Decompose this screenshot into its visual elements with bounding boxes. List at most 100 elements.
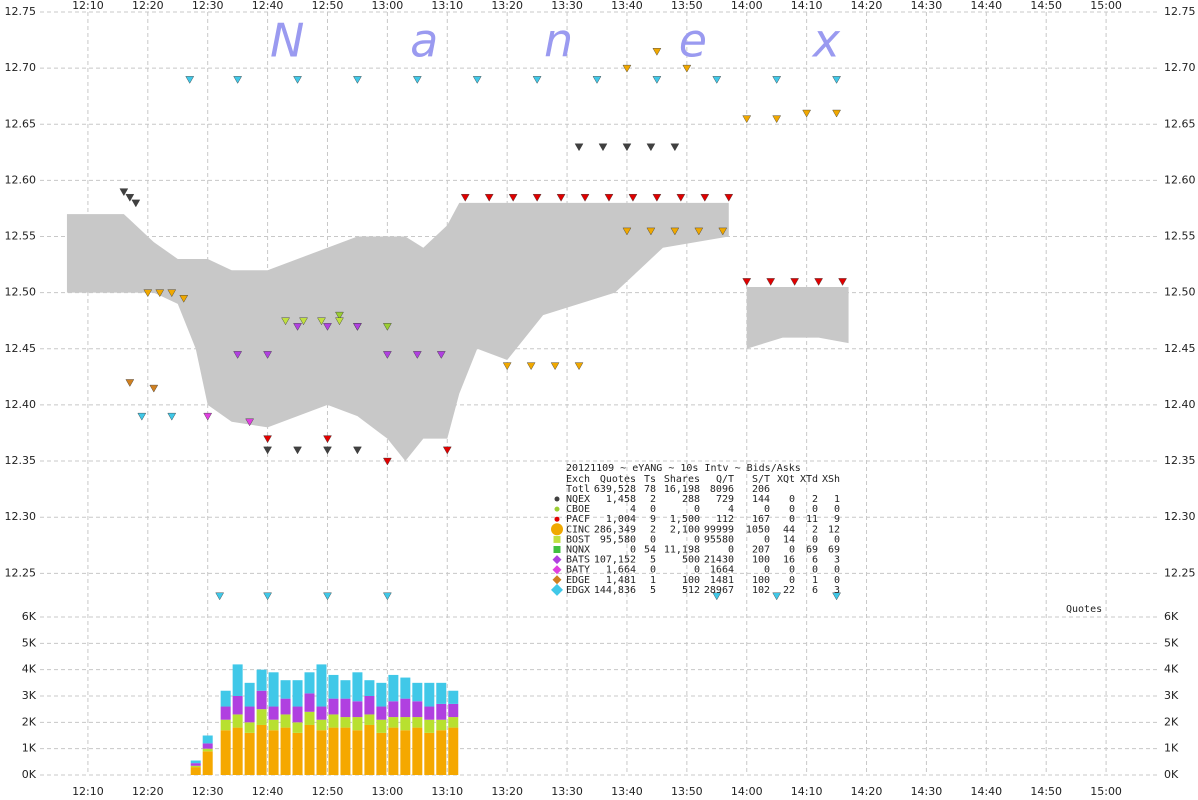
stats-marker: [554, 506, 560, 512]
stats-marker: [551, 583, 563, 596]
quote-marker: [646, 143, 656, 152]
quote-marker: [263, 435, 272, 444]
quote-marker: [383, 457, 392, 466]
volume-bar: [412, 727, 423, 775]
volume-bar: [202, 748, 213, 752]
stats-marker: [553, 535, 561, 543]
volume-bar: [304, 711, 315, 725]
quote-marker: [155, 289, 165, 298]
y-tick-label-right: 12.45: [1164, 342, 1196, 355]
volume-bar: [244, 732, 255, 775]
quote-marker: [802, 109, 811, 118]
volume-bar: [364, 696, 375, 715]
volume-bar: [280, 727, 291, 775]
volume-bar: [340, 727, 351, 775]
stats-header-cell: Q/T: [716, 474, 734, 485]
quote-marker: [652, 194, 662, 202]
x-tick-label-bottom: 13:20: [491, 785, 523, 798]
quote-marker: [179, 295, 189, 303]
volume-bar: [202, 743, 213, 749]
volume-bar: [436, 682, 447, 704]
volume-bar: [268, 730, 279, 775]
stats-cell: 1664: [710, 565, 734, 576]
stats-cell: 0: [789, 575, 795, 586]
quote-marker: [167, 289, 177, 298]
watermark: N a n e x: [270, 14, 841, 68]
stats-cell: 144,836: [594, 585, 636, 596]
y-tick-label-right: 6K: [1164, 610, 1179, 623]
volume-bar: [244, 682, 255, 707]
volume-bar: [256, 709, 267, 725]
stats-cell: 112: [716, 514, 734, 525]
x-tick-label-bottom: 13:00: [372, 785, 404, 798]
stats-cell: 6: [812, 555, 818, 566]
volume-bar: [190, 760, 201, 764]
volume-bar: [400, 698, 411, 718]
stats-cell: 1: [834, 494, 840, 505]
x-tick-label-top: 13:30: [551, 0, 583, 12]
quote-marker: [119, 188, 129, 197]
quote-marker: [317, 317, 326, 326]
x-tick-label-top: 14:00: [731, 0, 763, 12]
volume-bar: [220, 719, 231, 731]
quote-marker: [574, 362, 584, 371]
volume-bar: [352, 717, 363, 731]
volume-bar: [304, 672, 315, 694]
x-tick-label-bottom: 13:30: [551, 785, 583, 798]
quote-marker: [622, 227, 632, 236]
stats-cell: 0: [650, 504, 656, 515]
y-tick-label-left: 1K: [22, 742, 37, 755]
volume-bar: [436, 730, 447, 775]
quote-marker: [245, 418, 254, 427]
volume-bar: [352, 701, 363, 718]
volume-bar: [304, 724, 315, 775]
quote-marker: [526, 362, 536, 371]
stats-cell: 2: [812, 494, 818, 505]
volume-bar: [412, 682, 423, 702]
x-tick-label-top: 13:10: [431, 0, 463, 12]
stats-cell: 1: [812, 575, 818, 586]
volume-bar: [232, 727, 243, 775]
stats-table: 20121109 ~ eYANG ~ 10s Intv ~ Bids/Asks E…: [551, 463, 840, 596]
stats-cell: 1,004: [606, 514, 636, 525]
stats-cell: 0: [834, 534, 840, 545]
x-tick-label-top: 13:20: [491, 0, 523, 12]
quote-marker: [718, 227, 728, 236]
stats-cell: 69: [828, 545, 840, 556]
quote-marker: [215, 592, 225, 601]
volume-bar: [412, 717, 423, 728]
stats-cell: 0: [789, 504, 795, 515]
volume-bar: [220, 706, 231, 720]
x-tick-label-bottom: 14:50: [1030, 785, 1062, 798]
volume-bar: [232, 696, 243, 715]
stats-exchange: EDGE: [566, 575, 590, 586]
stats-cell: 1481: [710, 575, 734, 586]
stats-exchange: CBOE: [566, 504, 590, 515]
y-tick-label-right: 12.75: [1164, 5, 1196, 18]
quote-marker: [233, 351, 242, 359]
x-tick-label-bottom: 12:10: [72, 785, 104, 798]
quote-marker: [832, 109, 841, 118]
stats-title: 20121109 ~ eYANG ~ 10s Intv ~ Bids/Asks: [566, 463, 801, 474]
stats-cell: 1,481: [606, 575, 636, 586]
stats-marker: [551, 523, 563, 536]
quote-marker: [700, 194, 710, 202]
stats-total-cell: 16,198: [664, 484, 700, 495]
stats-header-cell: XQt: [777, 474, 795, 485]
quote-marker: [412, 351, 422, 359]
volume-bar: [316, 664, 327, 707]
y-tick-label-right: 12.55: [1164, 230, 1196, 243]
y-tick-label-right: 2K: [1164, 715, 1179, 728]
quote-marker: [742, 278, 752, 286]
quote-marker: [323, 323, 332, 331]
quote-marker: [149, 384, 159, 393]
quote-marker: [353, 446, 362, 455]
stats-cell: 100: [752, 555, 770, 566]
stats-exchange: NQNX: [566, 545, 590, 556]
quote-marker: [460, 194, 470, 202]
y-tick-label-right: 12.25: [1164, 566, 1196, 579]
y-tick-label-left: 12.50: [5, 286, 37, 299]
quote-marker: [353, 76, 362, 84]
stats-cell: 21430: [704, 555, 734, 566]
volume-bar: [436, 719, 447, 731]
